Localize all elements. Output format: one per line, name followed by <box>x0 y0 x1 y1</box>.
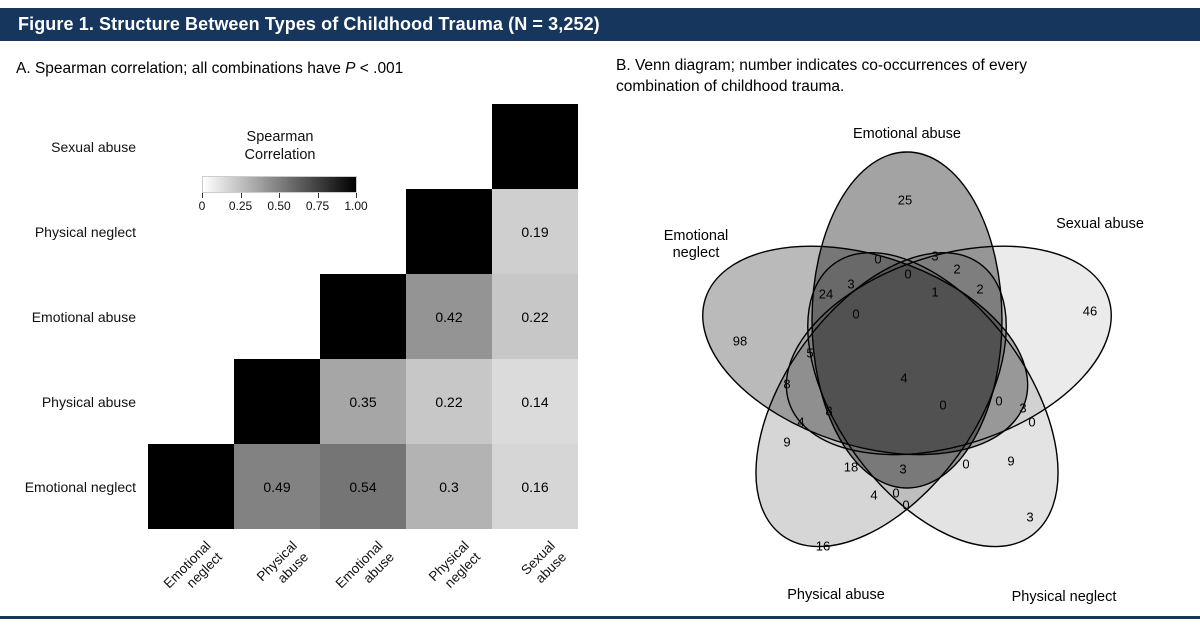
venn-region-count: 4 <box>870 488 877 503</box>
venn-ellipse-emotional-neglect <box>702 245 1029 456</box>
heatmap-cell: 0.14 <box>492 359 578 444</box>
heatmap-cell <box>234 359 320 444</box>
venn-region-count: 5 <box>806 346 813 361</box>
venn-region-count: 16 <box>816 539 830 554</box>
colorbar-title-line2: Correlation <box>244 147 316 164</box>
heatmap-row-label: Physical neglect <box>34 223 136 240</box>
colorbar-tick-label: 0.25 <box>228 199 253 213</box>
venn-region-count: 8 <box>825 404 832 419</box>
panel-spearman-correlation: A. Spearman correlation; all combination… <box>0 48 616 614</box>
figure-title: Figure 1. Structure Between Types of Chi… <box>18 14 600 34</box>
venn-region-count: 0 <box>902 498 909 513</box>
heatmap-row-label: Sexual abuse <box>51 138 136 155</box>
venn-ellipse-physical-abuse <box>755 251 1007 548</box>
panel-venn-diagram: B. Venn diagram; number indicates co-occ… <box>616 48 1200 614</box>
panel-a-title-suffix: < .001 <box>355 60 404 77</box>
heatmap-cell: 0.22 <box>492 274 578 359</box>
venn-set-label-sexual-abuse: Sexual abuse <box>1056 216 1144 232</box>
venn-region-count: 24 <box>819 287 833 302</box>
heatmap-cell: 0.22 <box>406 359 492 444</box>
venn-ellipse-sexual-abuse <box>785 245 1112 456</box>
venn-region-count: 0 <box>904 267 911 282</box>
venn-region-count: 0 <box>1028 415 1035 430</box>
venn-set-label-physical-neglect: Physical neglect <box>1012 589 1117 605</box>
venn-set-label-emotional-neglect: Emotional neglect <box>664 228 728 261</box>
heatmap-row-label: Emotional neglect <box>24 478 136 495</box>
colorbar-tick-label: 1.00 <box>344 199 368 213</box>
heatmap-cell: 0.54 <box>320 444 406 529</box>
venn-region-count: 4 <box>900 371 907 386</box>
heatmap-cell: 0.49 <box>234 444 320 529</box>
colorbar-tick <box>279 193 280 198</box>
heatmap-row-label: Emotional abuse <box>31 308 136 325</box>
venn-region-count: 4 <box>797 415 804 430</box>
venn-region-count: 3 <box>847 277 854 292</box>
colorbar-tick <box>202 193 203 198</box>
heatmap-cell <box>320 274 406 359</box>
panel-a-title-prefix: A. Spearman correlation; all combination… <box>16 60 346 77</box>
venn-region-count: 0 <box>939 398 946 413</box>
venn-region-count: 1 <box>931 285 938 300</box>
colorbar-gradient <box>202 176 357 193</box>
venn-region-count: 9 <box>1007 454 1014 469</box>
venn-region-count: 0 <box>892 486 899 501</box>
venn-ellipse-physical-neglect <box>807 251 1059 548</box>
venn-set-label-physical-abuse: Physical abuse <box>787 587 885 603</box>
panel-b-title: B. Venn diagram; number indicates co-occ… <box>616 57 1027 95</box>
colorbar-legend: Spearman Correlation 0 0.25 0.50 0.75 1.00 <box>198 128 368 218</box>
venn-region-count: 3 <box>931 249 938 264</box>
heatmap-cell <box>148 444 234 529</box>
heatmap-row-label: Physical abuse <box>41 393 136 410</box>
panel-a-title: A. Spearman correlation; all combination… <box>16 60 403 78</box>
venn-region-count: 2 <box>953 262 960 277</box>
colorbar-tick <box>356 193 357 198</box>
venn-region-count: 18 <box>844 460 858 475</box>
venn-region-count: 46 <box>1083 304 1097 319</box>
heatmap-cell: 0.16 <box>492 444 578 529</box>
heatmap-cell: 0.3 <box>406 444 492 529</box>
colorbar-tick <box>240 193 242 198</box>
venn-region-count: 0 <box>962 457 969 472</box>
venn-region-count: 0 <box>874 252 881 267</box>
venn-region-count: 0 <box>995 394 1002 409</box>
venn-region-count: 3 <box>1026 510 1033 525</box>
venn-region-count: 3 <box>899 462 906 477</box>
heatmap-cell <box>492 104 578 189</box>
venn-region-count: 8 <box>783 377 790 392</box>
footer-rule <box>0 616 1200 619</box>
colorbar-tick-label: 0 <box>198 199 206 213</box>
heatmap-cell: 0.19 <box>492 189 578 274</box>
venn-region-count: 2 <box>976 282 983 297</box>
colorbar-tick-label: 0.75 <box>305 199 330 213</box>
panel-a-title-p-italic: P <box>345 60 356 77</box>
heatmap-cell <box>406 189 492 274</box>
heatmap-cell: 0.35 <box>320 359 406 444</box>
correlation-heatmap: Sexual abuse Physical neglect Emotional ab… <box>0 48 616 614</box>
venn-region-count: 25 <box>898 193 912 208</box>
venn-region-count: 98 <box>733 334 747 349</box>
venn-set-label-emotional-abuse: Emotional abuse <box>853 126 961 142</box>
colorbar-tick <box>317 193 319 198</box>
venn-ellipse-emotional-abuse <box>811 151 1003 489</box>
colorbar-title-line1: Spearman <box>246 129 314 145</box>
venn-region-count: 0 <box>852 307 859 322</box>
colorbar-tick-label: 0.50 <box>267 199 291 213</box>
figure-header-bar: Figure 1. Structure Between Types of Chi… <box>0 8 1200 41</box>
colorbar-title: Spearman Correlation <box>200 128 360 164</box>
venn-region-count: 3 <box>1019 401 1026 416</box>
heatmap-cell: 0.42 <box>406 274 492 359</box>
venn-region-count: 9 <box>783 435 790 450</box>
